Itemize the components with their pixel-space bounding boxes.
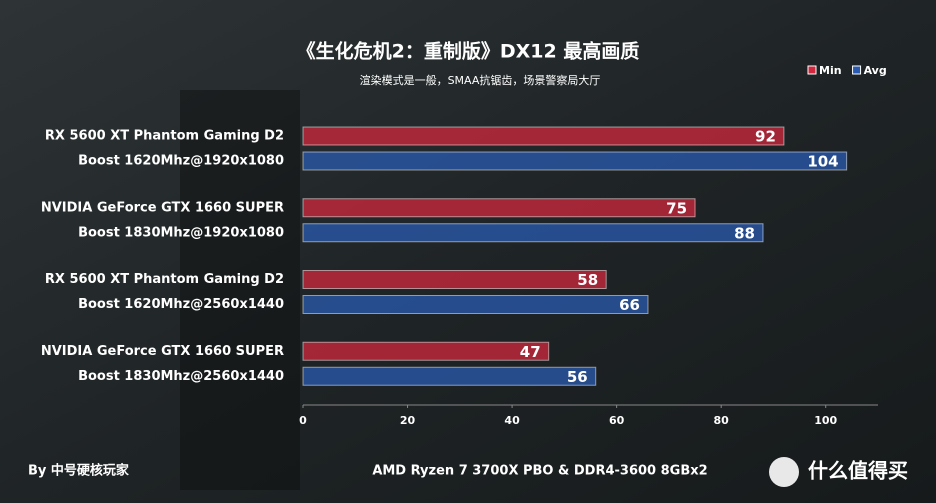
y-tick-label: Boost 1620Mhz@2560x1440 [78, 297, 284, 312]
value-label: 66 [619, 296, 640, 314]
bar [302, 366, 597, 386]
x-tick-label: 80 [714, 414, 730, 427]
x-tick-label: 20 [400, 414, 416, 427]
legend-swatch [852, 65, 862, 75]
value-label: 56 [567, 368, 588, 386]
bar [302, 198, 696, 218]
y-tick-label: NVIDIA GeForce GTX 1660 SUPER [41, 344, 284, 359]
bar [302, 341, 550, 361]
bar [302, 223, 764, 243]
y-tick-label: Boost 1620Mhz@1920x1080 [78, 154, 284, 169]
x-tick-label: 100 [814, 414, 837, 427]
chart-subtitle: 渲染模式是一般，SMAA抗锯齿，场景警察局大厅 [360, 73, 601, 87]
bar [302, 126, 785, 146]
value-label: 58 [577, 271, 598, 289]
y-tick-label: RX 5600 XT Phantom Gaming D2 [45, 129, 284, 144]
legend-label: Min [819, 64, 842, 77]
bar [302, 295, 649, 314]
footer-left: By 中号硬核玩家 [28, 463, 130, 479]
watermark: 什么值得买 [808, 459, 908, 483]
legend-swatch [807, 65, 817, 75]
value-label: 104 [807, 153, 838, 171]
y-tick-label: Boost 1830Mhz@2560x1440 [78, 369, 284, 384]
y-tick-label: NVIDIA GeForce GTX 1660 SUPER [41, 200, 284, 215]
value-label: 75 [666, 199, 687, 217]
x-tick-label: 0 [299, 414, 307, 427]
bar [302, 270, 607, 289]
value-label: 47 [520, 343, 541, 361]
legend-label: Avg [864, 64, 887, 77]
y-tick-label: RX 5600 XT Phantom Gaming D2 [45, 272, 284, 287]
chart-title: 《生化危机2：重制版》DX12 最高画质 [297, 40, 640, 63]
x-tick-label: 40 [504, 414, 520, 427]
y-tick-label: Boost 1830Mhz@1920x1080 [78, 225, 284, 240]
bar [302, 151, 848, 171]
watermark-logo [769, 457, 799, 487]
footer-center: AMD Ryzen 7 3700X PBO & DDR4-3600 8GBx2 [372, 464, 707, 479]
background-figure [180, 90, 300, 490]
x-tick-label: 60 [609, 414, 625, 427]
value-label: 92 [755, 128, 776, 146]
value-label: 88 [734, 224, 755, 242]
